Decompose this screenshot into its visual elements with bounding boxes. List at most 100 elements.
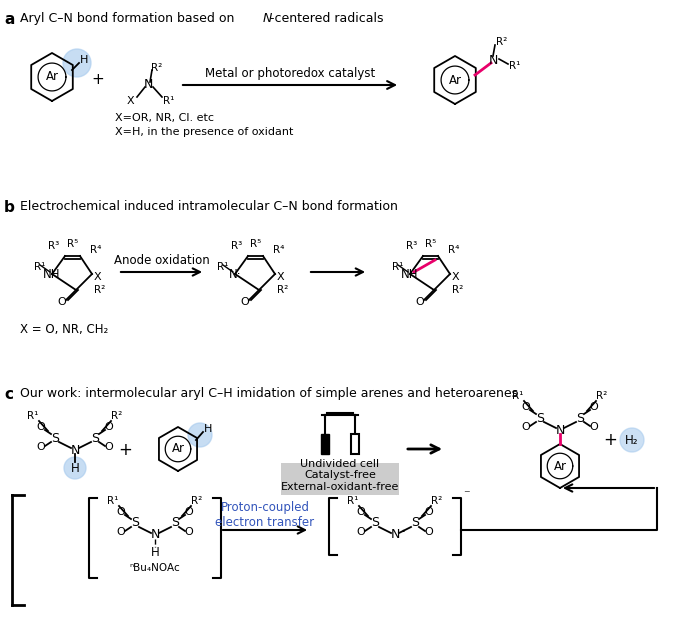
Text: a: a: [4, 12, 14, 27]
Text: R²: R²: [151, 63, 162, 73]
Circle shape: [64, 457, 86, 479]
Text: R¹: R¹: [34, 262, 45, 272]
Text: Ar: Ar: [449, 73, 462, 86]
Text: Undivided cell: Undivided cell: [301, 459, 379, 469]
Circle shape: [188, 423, 212, 447]
Text: ⁿBu₄NOAc: ⁿBu₄NOAc: [129, 563, 180, 573]
Text: R³: R³: [406, 241, 418, 251]
Text: R⁵: R⁵: [251, 239, 262, 249]
Text: X=H, in the presence of oxidant: X=H, in the presence of oxidant: [115, 127, 293, 137]
Text: O: O: [58, 297, 66, 307]
Text: R⁴: R⁴: [273, 245, 284, 255]
Bar: [321, 434, 329, 454]
Text: O: O: [425, 507, 434, 517]
Text: N: N: [556, 424, 564, 437]
Text: Electrochemical induced intramolecular C–N bond formation: Electrochemical induced intramolecular C…: [20, 200, 398, 213]
Circle shape: [63, 49, 91, 77]
Text: H: H: [151, 546, 160, 560]
Text: +: +: [603, 431, 617, 449]
Text: O: O: [590, 422, 599, 432]
Text: O: O: [36, 442, 45, 452]
Text: N: N: [150, 528, 160, 542]
Text: O: O: [521, 402, 530, 412]
Text: R²: R²: [496, 37, 508, 47]
Text: O: O: [416, 297, 425, 307]
Text: N: N: [143, 78, 153, 91]
Text: R¹: R¹: [347, 496, 359, 506]
Text: N: N: [488, 55, 498, 68]
Text: Anode oxidation: Anode oxidation: [114, 253, 210, 266]
Text: H: H: [204, 424, 212, 434]
Text: O: O: [116, 527, 125, 537]
Text: ⁻: ⁻: [463, 489, 470, 502]
Text: O: O: [357, 527, 365, 537]
Text: O: O: [357, 507, 365, 517]
Text: O: O: [590, 402, 599, 412]
Text: Our work: intermolecular aryl C–H imidation of simple arenes and heteroarenes: Our work: intermolecular aryl C–H imidat…: [20, 387, 518, 400]
Text: NH: NH: [401, 268, 419, 281]
FancyBboxPatch shape: [281, 463, 399, 495]
Text: R⁴: R⁴: [448, 245, 460, 255]
Text: H₂: H₂: [625, 433, 638, 446]
Text: H: H: [71, 461, 79, 474]
Text: O: O: [240, 297, 249, 307]
Text: Aryl C–N bond formation based on: Aryl C–N bond formation based on: [20, 12, 238, 25]
Text: R¹: R¹: [509, 61, 521, 71]
Text: R³: R³: [232, 241, 242, 251]
Text: R²: R²: [452, 285, 463, 295]
Text: S: S: [411, 517, 419, 530]
Bar: [351, 434, 359, 454]
Text: +: +: [92, 71, 104, 86]
Text: S: S: [576, 412, 584, 425]
Text: R⁵: R⁵: [67, 239, 79, 249]
Text: ·: ·: [400, 523, 406, 541]
Text: NH: NH: [43, 268, 61, 281]
Text: R⁵: R⁵: [425, 239, 436, 249]
Text: O: O: [116, 507, 125, 517]
Text: X = O, NR, CH₂: X = O, NR, CH₂: [20, 324, 108, 337]
Text: O: O: [105, 442, 114, 452]
Text: O: O: [521, 422, 530, 432]
Text: S: S: [51, 432, 59, 445]
Text: O: O: [185, 527, 193, 537]
Text: S: S: [371, 517, 379, 530]
Text: b: b: [4, 200, 15, 215]
Circle shape: [620, 428, 644, 452]
Text: O: O: [36, 422, 45, 432]
Text: O: O: [105, 422, 114, 432]
Text: H: H: [80, 55, 88, 65]
Text: c: c: [4, 387, 13, 402]
Text: R²: R²: [191, 496, 203, 506]
Text: X: X: [452, 272, 460, 282]
Text: X: X: [94, 272, 101, 282]
Text: R¹: R¹: [217, 262, 228, 272]
Text: Metal or photoredox catalyst: Metal or photoredox catalyst: [205, 68, 375, 81]
Text: R²: R²: [94, 285, 105, 295]
Text: X: X: [277, 272, 285, 282]
Text: Ar: Ar: [45, 71, 58, 83]
Text: +: +: [118, 441, 132, 459]
Text: R²: R²: [277, 285, 288, 295]
Text: S: S: [131, 517, 139, 530]
Text: R²: R²: [597, 391, 608, 401]
Text: R¹: R¹: [27, 411, 38, 421]
Text: R¹: R¹: [512, 391, 524, 401]
Text: R¹: R¹: [108, 496, 119, 506]
Text: N: N: [263, 12, 273, 25]
Text: S: S: [171, 517, 179, 530]
Text: Proton-coupled
electron transfer: Proton-coupled electron transfer: [216, 501, 314, 529]
Text: X: X: [126, 96, 134, 106]
Text: Ar: Ar: [171, 443, 184, 455]
Text: N: N: [71, 443, 79, 456]
Text: Ar: Ar: [553, 460, 566, 473]
Text: X=OR, NR, Cl. etc: X=OR, NR, Cl. etc: [115, 113, 214, 123]
Text: O: O: [185, 507, 193, 517]
Text: R²: R²: [432, 496, 443, 506]
Text: R²: R²: [112, 411, 123, 421]
Text: R¹: R¹: [392, 262, 403, 272]
Text: R¹: R¹: [163, 96, 175, 106]
Text: -centered radicals: -centered radicals: [270, 12, 384, 25]
Text: O: O: [425, 527, 434, 537]
Text: S: S: [536, 412, 544, 425]
Text: R³: R³: [49, 241, 60, 251]
